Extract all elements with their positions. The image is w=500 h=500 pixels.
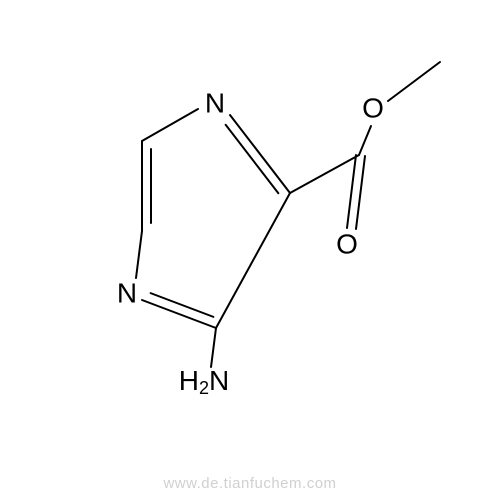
svg-text:N: N [205, 87, 225, 118]
svg-text:O: O [336, 228, 358, 259]
atoms-group: N N O O H2N [117, 87, 384, 397]
svg-text:N: N [117, 277, 137, 308]
molecule-diagram: N N O O H2N [0, 0, 500, 500]
svg-text:H2N: H2N [179, 365, 229, 397]
svg-text:O: O [362, 92, 384, 123]
watermark-text: www.de.tianfuchem.com [163, 475, 336, 492]
bonds-group [136, 62, 440, 367]
